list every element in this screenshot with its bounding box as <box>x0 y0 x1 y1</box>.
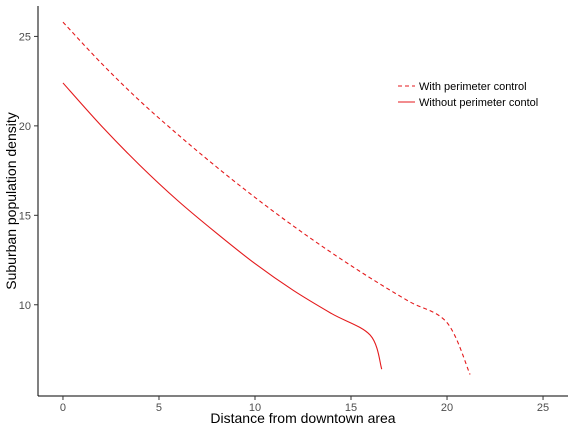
y-tick-label: 15 <box>19 210 31 222</box>
axes: 0 5 10 15 20 25 10 15 20 25 <box>19 6 568 414</box>
x-axis-title: Distance from downtown area <box>210 410 395 426</box>
x-tick-label: 25 <box>537 402 549 414</box>
x-tick-label: 5 <box>156 402 162 414</box>
y-tick-label: 25 <box>19 31 31 43</box>
y-ticks: 10 15 20 25 <box>19 31 38 312</box>
y-tick-label: 10 <box>19 300 31 312</box>
x-tick-label: 20 <box>441 402 453 414</box>
y-tick-label: 20 <box>19 121 31 133</box>
x-tick-label: 15 <box>345 402 357 414</box>
x-tick-label: 10 <box>249 402 261 414</box>
series-line-without-perimeter-control <box>62 82 383 370</box>
x-tick-label: 0 <box>60 402 66 414</box>
y-axis-title: Suburban population density <box>3 112 19 289</box>
x-ticks: 0 5 10 15 20 25 <box>60 396 549 414</box>
series-layer <box>62 21 471 375</box>
legend-label-with-perimeter-control: With perimeter control <box>419 81 527 93</box>
legend: With perimeter control Without perimeter… <box>398 81 538 109</box>
series-line-with-perimeter-control <box>62 21 471 375</box>
legend-label-without-perimeter-control: Without perimeter contol <box>419 97 538 109</box>
